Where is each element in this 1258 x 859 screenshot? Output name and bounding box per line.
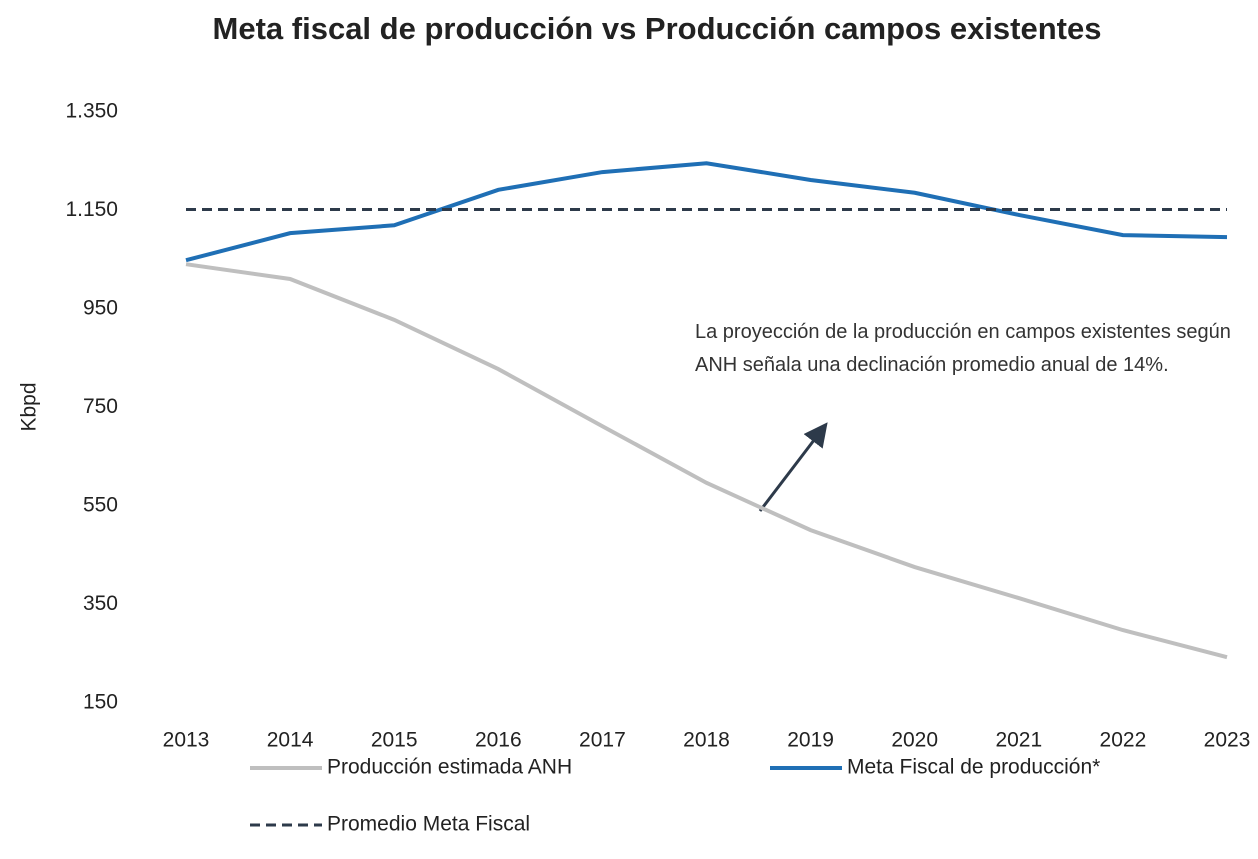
x-tick-label: 2023 (1204, 729, 1251, 752)
y-tick-label: 1.350 (65, 100, 118, 123)
legend-label: Promedio Meta Fiscal (327, 813, 530, 836)
x-tick-label: 2014 (267, 729, 314, 752)
y-tick-label: 150 (83, 691, 118, 714)
y-tick-label: 750 (83, 395, 118, 418)
x-tick-label: 2013 (163, 729, 210, 752)
x-tick-label: 2022 (1100, 729, 1147, 752)
x-tick-label: 2019 (787, 729, 834, 752)
chart-title: Meta fiscal de producción vs Producción … (212, 11, 1102, 46)
y-tick-label: 550 (83, 494, 118, 517)
annotation: La proyección de la producción en campos… (695, 321, 1231, 376)
x-tick-label: 2021 (995, 729, 1042, 752)
annotation-arrow (758, 422, 828, 512)
series-line (185, 161, 1228, 263)
y-tick-label: 1.150 (65, 198, 118, 221)
legend-label: Producción estimada ANH (327, 756, 572, 779)
x-tick-label: 2017 (579, 729, 626, 752)
y-axis-label: Kbpd (18, 382, 41, 431)
y-tick-label: 350 (83, 592, 118, 615)
legend-label: Meta Fiscal de producción* (847, 756, 1100, 779)
series-line (185, 262, 1228, 660)
x-tick-label: 2016 (475, 729, 522, 752)
x-tick-label: 2018 (683, 729, 730, 752)
y-tick-label: 950 (83, 297, 118, 320)
x-tick-label: 2015 (371, 729, 418, 752)
x-tick-label: 2020 (891, 729, 938, 752)
